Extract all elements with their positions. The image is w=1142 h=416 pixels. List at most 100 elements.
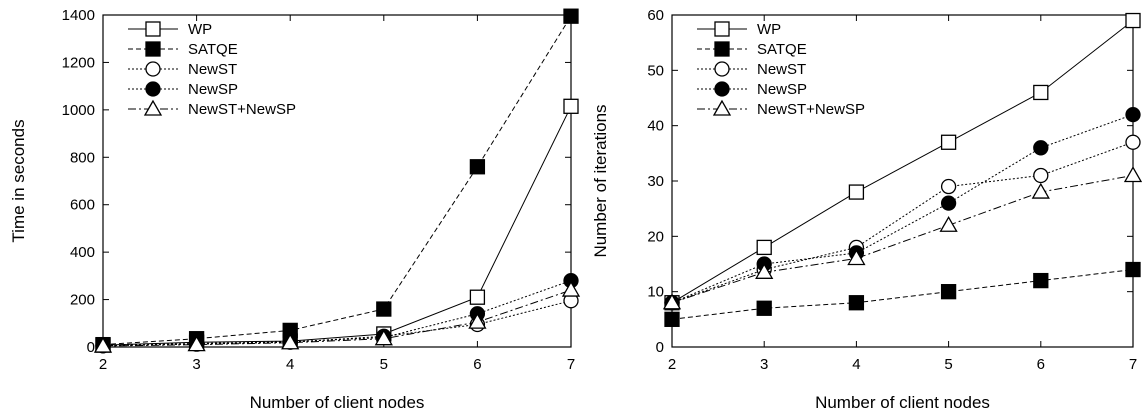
legend-label: NewST — [757, 61, 806, 78]
y-tick-label: 0 — [87, 339, 95, 356]
data-point — [662, 293, 682, 310]
data-point — [374, 329, 393, 346]
legend-marker — [145, 21, 161, 37]
data-point — [187, 335, 206, 352]
chart-1: 0 200 400 600 800 1000 1200 1400 2 3 4 5 6 7 Number of… — [9, 7, 581, 412]
data-point — [664, 311, 680, 327]
series-line — [671, 269, 1134, 320]
x-tick-label: 3 — [760, 356, 768, 373]
y-tick-label: 0 — [656, 339, 664, 356]
data-point — [1033, 167, 1049, 184]
series-line — [671, 141, 1134, 304]
y-tick-label: 400 — [70, 244, 95, 261]
legend: WP SATQE NewST NewSP NewST+NewSP — [697, 21, 865, 118]
data-point — [561, 280, 581, 297]
legend-marker — [145, 41, 161, 57]
series-wp — [95, 98, 579, 353]
legend-label: SATQE — [757, 41, 807, 58]
data-point — [1033, 140, 1049, 156]
x-tick-label: 5 — [944, 356, 952, 373]
x-axis-label: Number of client nodes — [250, 393, 425, 412]
legend-marker — [714, 41, 730, 57]
data-point — [469, 159, 486, 175]
x-axis-label: Number of client nodes — [815, 393, 990, 412]
x-tick-label: 7 — [1129, 356, 1137, 373]
data-point — [940, 195, 957, 211]
legend-label: NewST+NewSP — [188, 101, 296, 118]
y-tick-label: 10 — [647, 284, 664, 301]
legend-marker — [143, 99, 163, 116]
series-line — [102, 106, 572, 346]
data-point — [1125, 106, 1141, 123]
data-point — [1125, 134, 1141, 150]
data-point — [939, 215, 958, 232]
x-tick-label: 2 — [99, 356, 107, 373]
y-tick-label: 30 — [647, 173, 664, 190]
series-newst-newsp — [662, 166, 1142, 310]
legend-label: NewST+NewSP — [757, 101, 865, 118]
y-tick-label: 1400 — [62, 7, 95, 24]
y-tick-label: 200 — [70, 292, 95, 309]
y-axis-label: Number of iterations — [591, 104, 610, 257]
data-point — [848, 184, 865, 200]
data-point — [1123, 166, 1142, 183]
legend-label: WP — [188, 21, 212, 38]
data-point — [756, 300, 772, 316]
data-point — [93, 336, 113, 353]
legend-marker — [145, 61, 161, 77]
series-satqe — [664, 261, 1141, 327]
data-point — [1033, 272, 1049, 289]
series-wp — [664, 12, 1141, 311]
legend-marker — [714, 21, 730, 37]
data-point — [1033, 84, 1049, 101]
series-newst — [664, 134, 1141, 311]
x-tick-label: 7 — [567, 356, 575, 373]
x-tick-label: 3 — [192, 356, 200, 373]
legend-label: NewSP — [188, 81, 238, 98]
series-newst-newsp — [93, 280, 581, 353]
x-tick-label: 5 — [380, 356, 388, 373]
series-line — [102, 15, 572, 346]
legend-marker — [714, 81, 730, 97]
data-point — [755, 262, 774, 279]
series-satqe — [95, 8, 579, 353]
data-point — [1125, 12, 1141, 29]
legend-label: WP — [757, 21, 781, 38]
data-point — [281, 333, 300, 350]
data-point — [940, 178, 957, 195]
series-line — [102, 280, 572, 347]
y-tick-label: 1000 — [62, 102, 95, 119]
legend-label: SATQE — [188, 41, 238, 58]
chart-2: 0 10 20 30 40 50 60 2 3 4 5 6 7 Number of client node… — [591, 7, 1142, 412]
legend-label: NewSP — [757, 81, 807, 98]
data-point — [1125, 261, 1141, 278]
data-point — [756, 239, 772, 256]
y-axis-label: Time in seconds — [9, 119, 28, 242]
y-tick-label: 600 — [70, 197, 95, 214]
data-point — [848, 295, 865, 311]
y-tick-label: 40 — [647, 118, 664, 135]
x-tick-label: 6 — [473, 356, 481, 373]
x-tick-label: 4 — [852, 356, 860, 373]
data-point — [469, 289, 486, 305]
y-tick-label: 20 — [647, 228, 664, 245]
data-point — [376, 301, 392, 317]
legend-marker — [714, 61, 730, 77]
data-point — [563, 8, 579, 24]
series-line — [671, 20, 1134, 304]
y-tick-label: 1200 — [62, 54, 95, 71]
x-tick-label: 2 — [668, 356, 676, 373]
data-point — [468, 312, 487, 329]
plot-frame — [671, 14, 1134, 348]
series-line — [671, 174, 1134, 304]
data-point — [563, 98, 579, 114]
data-point — [940, 134, 957, 150]
series-line — [671, 114, 1134, 304]
legend-marker — [145, 81, 161, 97]
y-tick-label: 60 — [647, 7, 664, 24]
legend: WP SATQE NewST NewSP NewST+NewSP — [128, 21, 296, 118]
data-point — [847, 249, 866, 266]
series-line — [102, 300, 572, 347]
data-point — [940, 284, 957, 300]
